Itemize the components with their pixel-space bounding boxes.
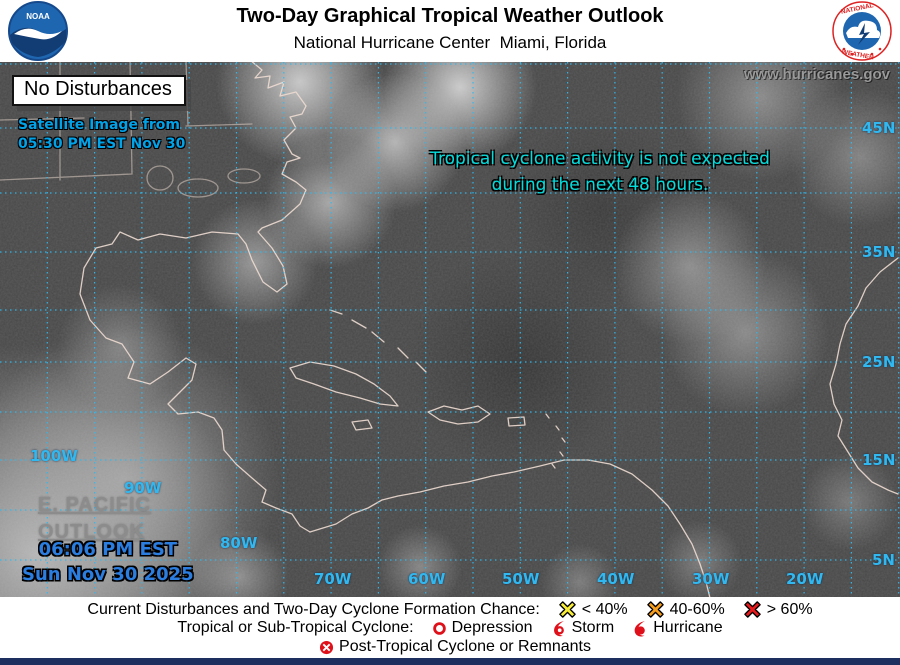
outlook-message-line1: Tropical cyclone activity is not expecte… (430, 149, 770, 169)
us-state-borders (0, 62, 253, 181)
cuba-coastline (289, 361, 399, 407)
great-lakes (177, 178, 219, 198)
grid-label-80w: 80W (220, 534, 258, 552)
jamaica-coastline (351, 419, 373, 431)
post-tropical-label: Post-Tropical Cyclone or Remnants (339, 638, 591, 655)
great-lakes (227, 168, 261, 184)
issuance-date: Sun Nov 30 2025 (22, 564, 194, 585)
legend-item-label: Storm (571, 619, 615, 636)
post-tropical-item: Post-Tropical Cyclone or Remnants (319, 638, 591, 656)
coastline-layer (0, 62, 899, 597)
cyclone-type-label: Tropical or Sub-Tropical Cyclone: (177, 619, 414, 636)
legend-item-label: > 60% (766, 600, 813, 618)
page-title: Two-Day Graphical Tropical Weather Outlo… (236, 5, 664, 27)
storm-icon (551, 620, 567, 637)
svg-text:NOAA: NOAA (26, 12, 50, 21)
legend-item--60-: > 60% (743, 600, 813, 619)
puerto-rico-coastline (507, 416, 526, 427)
grid-label-100w: 100W (30, 447, 78, 465)
legend-item-label: 40-60% (669, 600, 725, 618)
satellite-outlook-map: 45N 35N 25N 15N 5N 100W 90W 80W 70W 60W 50W 40W 30W 2… (0, 62, 900, 597)
formation-chance-label: Current Disturbances and Two-Day Cyclone… (87, 600, 540, 618)
hispaniola-coastline (427, 405, 491, 425)
issuance-timestamp: 06:06 PM EST Sun Nov 30 2025 (22, 537, 194, 587)
legend-item-label: Depression (451, 619, 533, 636)
grid-label-60w: 60W (408, 570, 446, 588)
great-lakes (146, 165, 174, 191)
epac-link-line2: OUTLOOK (38, 521, 145, 543)
grid-label-40w: 40W (597, 570, 635, 588)
grid-label-25n: 25N (862, 353, 896, 371)
satellite-caption-line1: Satellite Image from (18, 117, 181, 133)
grid-label-35n: 35N (862, 243, 896, 261)
legend-item--40-: < 40% (558, 600, 628, 619)
lesser-antilles-islands (545, 413, 566, 469)
noaa-logo[interactable]: NOAA (8, 1, 68, 61)
north-america-coastline (79, 62, 311, 533)
grid-label-15n: 15N (862, 451, 896, 469)
grid-label-50w: 50W (502, 570, 540, 588)
high-chance-x-icon (743, 600, 762, 619)
status-box: No Disturbances (12, 75, 186, 106)
nws-logo[interactable]: NATIONAL WEATHER (832, 1, 892, 61)
satellite-caption-line2: 05:30 PM EST Nov 30 (18, 136, 186, 152)
depression-icon (432, 621, 447, 636)
satellite-timestamp-caption: Satellite Image from 05:30 PM EST Nov 30 (18, 116, 185, 154)
epac-link-line1: E. PACIFIC (38, 494, 151, 516)
hurricane-icon (632, 620, 648, 637)
outlook-message: Tropical cyclone activity is not expecte… (300, 146, 900, 198)
grid-label-45n: 45N (862, 119, 896, 137)
hurricanes-gov-link[interactable]: www.hurricanes.gov (743, 66, 890, 83)
legend-item-hurricane: Hurricane (632, 619, 723, 637)
grid-label-20w: 20W (786, 570, 824, 588)
grid-label-70w: 70W (314, 570, 352, 588)
post-tropical-icon (319, 640, 334, 655)
east-pacific-outlook-link[interactable]: E. PACIFIC OUTLOOK (38, 492, 151, 546)
medium-chance-x-icon (646, 600, 665, 619)
south-america-coastline (309, 459, 711, 597)
page-header: NOAA Two-Day Graphical Tropical Weather … (0, 0, 900, 62)
issuance-time: 06:06 PM EST (38, 539, 178, 560)
legend-item-40-60-: 40-60% (646, 600, 725, 619)
legend-panel: Current Disturbances and Two-Day Cyclone… (0, 597, 900, 658)
legend-item-depression: Depression (432, 619, 533, 637)
legend-item-label: < 40% (581, 600, 628, 618)
legend-item-label: Hurricane (653, 619, 723, 636)
legend-item-storm: Storm (551, 619, 615, 637)
footer-bar (0, 658, 900, 665)
africa-coastline (829, 257, 899, 495)
latlon-grid (0, 62, 900, 597)
cyclone-type-legend-row: Tropical or Sub-Tropical Cyclone: Depres… (0, 619, 900, 637)
grid-label-30w: 30W (692, 570, 730, 588)
grid-label-90w: 90W (124, 479, 162, 497)
low-chance-x-icon (558, 600, 577, 619)
page-subtitle: National Hurricane Center Miami, Florida (293, 33, 607, 52)
formation-chance-legend-row: Current Disturbances and Two-Day Cyclone… (0, 600, 900, 619)
grid-label-5n: 5N (872, 551, 895, 569)
outlook-message-line2: during the next 48 hours. (491, 175, 709, 195)
post-tropical-legend-row: Post-Tropical Cyclone or Remnants (0, 638, 900, 656)
